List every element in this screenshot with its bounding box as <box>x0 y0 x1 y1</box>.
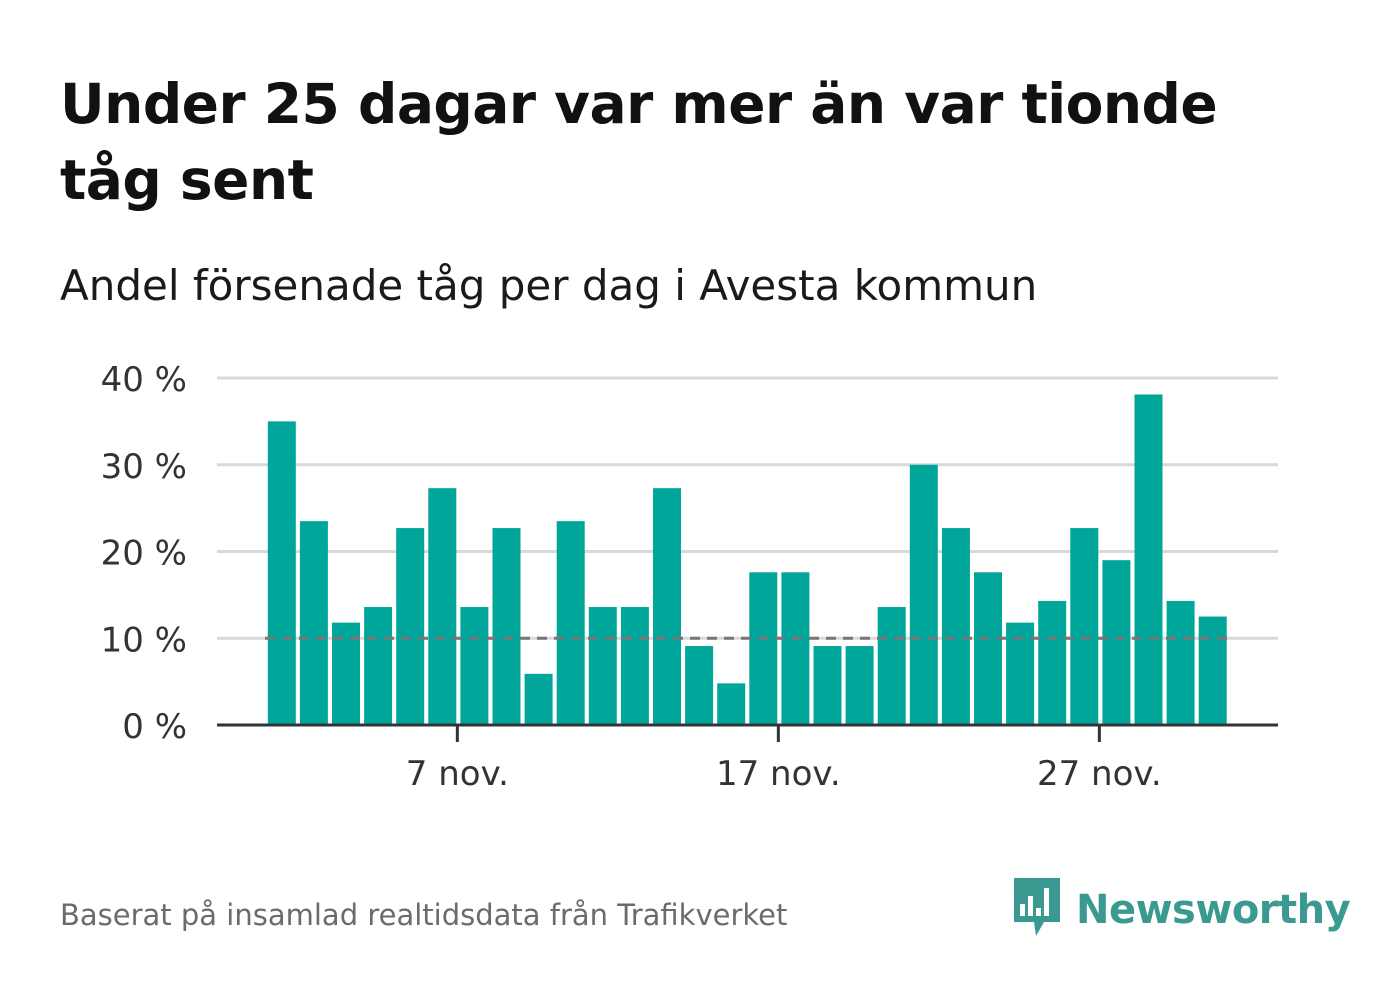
bar <box>717 683 746 725</box>
x-tick-label: 7 nov. <box>406 754 509 794</box>
y-tick-label: 20 % <box>101 534 187 574</box>
bar <box>781 572 810 725</box>
bar <box>1166 600 1195 725</box>
bar <box>588 607 617 725</box>
source-note: Baserat på insamlad realtidsdata från Tr… <box>60 898 788 932</box>
bars <box>267 394 1227 725</box>
bar <box>685 646 714 725</box>
bar <box>845 646 874 725</box>
bar <box>460 607 489 725</box>
y-tick-label: 40 % <box>101 360 187 400</box>
y-tick-label: 0 % <box>122 707 187 747</box>
bar <box>749 572 778 725</box>
bar <box>1134 394 1163 725</box>
bar <box>428 488 457 725</box>
bar <box>813 646 842 725</box>
bar <box>556 521 585 725</box>
x-tick-label: 27 nov. <box>1037 754 1162 794</box>
bar <box>653 488 681 725</box>
bar <box>364 607 393 725</box>
x-tick-label: 17 nov. <box>716 754 841 794</box>
bar <box>1038 600 1067 725</box>
bar <box>1102 560 1131 725</box>
x-axis-labels: 7 nov. 17 nov. 27 nov. <box>406 725 1162 794</box>
bar <box>909 464 938 725</box>
bar <box>877 607 906 725</box>
y-tick-label: 30 % <box>101 447 187 487</box>
y-tick-label: 10 % <box>101 620 187 660</box>
bar <box>1198 616 1227 725</box>
y-axis-labels: 0 % 10 % 20 % 30 % 40 % <box>101 360 187 747</box>
newsworthy-logo-icon <box>1010 876 1064 944</box>
bar <box>941 528 970 725</box>
brand-logo: Newsworthy <box>1010 876 1351 944</box>
bar <box>492 528 521 725</box>
bar <box>299 521 328 725</box>
bar <box>620 607 649 725</box>
bar <box>267 421 296 725</box>
chart-subtitle: Andel försenade tåg per dag i Avesta kom… <box>60 261 1038 310</box>
chart-title: Under 25 dagar var mer än var tionde tåg… <box>60 72 1218 212</box>
brand-name: Newsworthy <box>1076 887 1351 933</box>
bar <box>974 572 1002 725</box>
bar <box>1070 528 1099 725</box>
bar <box>396 528 425 725</box>
bar <box>524 673 553 725</box>
bar-chart: 0 % 10 % 20 % 30 % 40 % 7 nov. 17 nov. 27 nov. <box>101 360 1278 794</box>
